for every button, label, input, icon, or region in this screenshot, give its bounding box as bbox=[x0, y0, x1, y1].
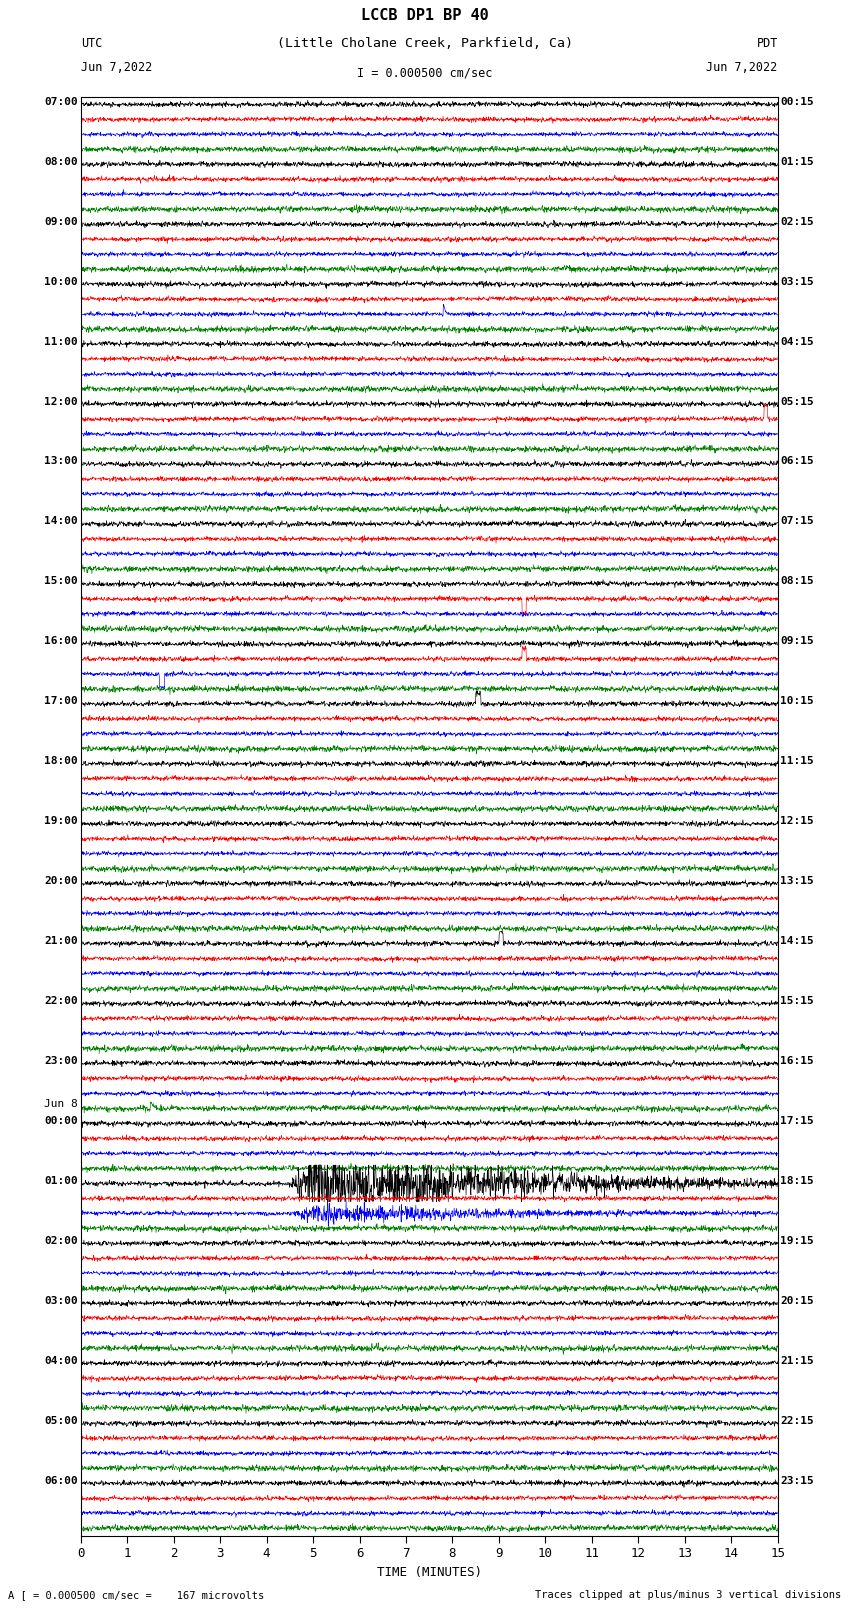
Text: Jun 8: Jun 8 bbox=[44, 1098, 78, 1108]
Text: 18:00: 18:00 bbox=[44, 756, 78, 766]
Text: (Little Cholane Creek, Parkfield, Ca): (Little Cholane Creek, Parkfield, Ca) bbox=[277, 37, 573, 50]
X-axis label: TIME (MINUTES): TIME (MINUTES) bbox=[377, 1566, 482, 1579]
Text: 03:15: 03:15 bbox=[780, 277, 814, 287]
Text: 21:00: 21:00 bbox=[44, 936, 78, 947]
Text: Traces clipped at plus/minus 3 vertical divisions: Traces clipped at plus/minus 3 vertical … bbox=[536, 1590, 842, 1600]
Text: 16:00: 16:00 bbox=[44, 637, 78, 647]
Text: 08:15: 08:15 bbox=[780, 576, 814, 587]
Text: 01:00: 01:00 bbox=[44, 1176, 78, 1186]
Text: 06:15: 06:15 bbox=[780, 456, 814, 466]
Text: 06:00: 06:00 bbox=[44, 1476, 78, 1486]
Text: 13:00: 13:00 bbox=[44, 456, 78, 466]
Text: 17:00: 17:00 bbox=[44, 697, 78, 706]
Text: 12:15: 12:15 bbox=[780, 816, 814, 826]
Text: 10:15: 10:15 bbox=[780, 697, 814, 706]
Text: 03:00: 03:00 bbox=[44, 1295, 78, 1307]
Text: 11:00: 11:00 bbox=[44, 337, 78, 347]
Text: 04:15: 04:15 bbox=[780, 337, 814, 347]
Text: A [ = 0.000500 cm/sec =    167 microvolts: A [ = 0.000500 cm/sec = 167 microvolts bbox=[8, 1590, 264, 1600]
Text: 18:15: 18:15 bbox=[780, 1176, 814, 1186]
Text: 22:00: 22:00 bbox=[44, 997, 78, 1007]
Text: 21:15: 21:15 bbox=[780, 1355, 814, 1366]
Text: 00:15: 00:15 bbox=[780, 97, 814, 106]
Text: 10:00: 10:00 bbox=[44, 277, 78, 287]
Text: LCCB DP1 BP 40: LCCB DP1 BP 40 bbox=[361, 8, 489, 23]
Text: 07:00: 07:00 bbox=[44, 97, 78, 106]
Text: 16:15: 16:15 bbox=[780, 1057, 814, 1066]
Text: 09:00: 09:00 bbox=[44, 216, 78, 227]
Text: 04:00: 04:00 bbox=[44, 1355, 78, 1366]
Text: 15:00: 15:00 bbox=[44, 576, 78, 587]
Text: 02:15: 02:15 bbox=[780, 216, 814, 227]
Text: 05:15: 05:15 bbox=[780, 397, 814, 406]
Text: 07:15: 07:15 bbox=[780, 516, 814, 526]
Text: Jun 7,2022: Jun 7,2022 bbox=[706, 61, 778, 74]
Text: 14:00: 14:00 bbox=[44, 516, 78, 526]
Text: 23:00: 23:00 bbox=[44, 1057, 78, 1066]
Text: 19:15: 19:15 bbox=[780, 1236, 814, 1245]
Text: 12:00: 12:00 bbox=[44, 397, 78, 406]
Text: 08:00: 08:00 bbox=[44, 156, 78, 166]
Text: 05:00: 05:00 bbox=[44, 1416, 78, 1426]
Text: 02:00: 02:00 bbox=[44, 1236, 78, 1245]
Text: 00:00: 00:00 bbox=[44, 1116, 78, 1126]
Text: 19:00: 19:00 bbox=[44, 816, 78, 826]
Text: 20:00: 20:00 bbox=[44, 876, 78, 886]
Text: Jun 7,2022: Jun 7,2022 bbox=[81, 61, 152, 74]
Text: 09:15: 09:15 bbox=[780, 637, 814, 647]
Text: 11:15: 11:15 bbox=[780, 756, 814, 766]
Text: 22:15: 22:15 bbox=[780, 1416, 814, 1426]
Text: 17:15: 17:15 bbox=[780, 1116, 814, 1126]
Text: 01:15: 01:15 bbox=[780, 156, 814, 166]
Text: 23:15: 23:15 bbox=[780, 1476, 814, 1486]
Text: 20:15: 20:15 bbox=[780, 1295, 814, 1307]
Text: 15:15: 15:15 bbox=[780, 997, 814, 1007]
Text: 14:15: 14:15 bbox=[780, 936, 814, 947]
Text: I = 0.000500 cm/sec: I = 0.000500 cm/sec bbox=[357, 66, 493, 79]
Text: 13:15: 13:15 bbox=[780, 876, 814, 886]
Text: PDT: PDT bbox=[756, 37, 778, 50]
Text: UTC: UTC bbox=[81, 37, 102, 50]
